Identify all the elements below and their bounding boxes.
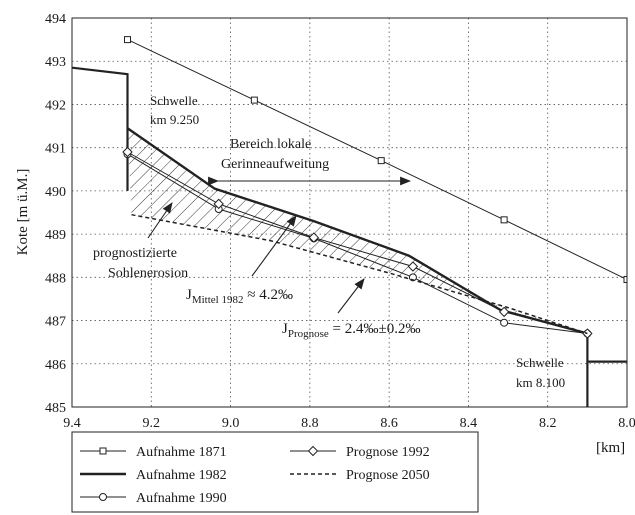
data-point-prognose-1992 [308, 232, 320, 243]
tick-labels: 485 486 487 488 489 490 491 492 493 494 9.4 9.2 9.0 8… [45, 12, 635, 431]
series-prognose-2050 [131, 213, 588, 335]
legend-label: Aufnahme 1871 [136, 445, 227, 460]
bereich-line2: Gerinneaufweitung [221, 157, 329, 172]
legend-box [71, 431, 479, 513]
y-axis-label: Kote [m ü.M.] [15, 169, 31, 256]
plot-frame [71, 17, 628, 408]
j-prognose-rest: = 2.4‰±0.2‰ [329, 321, 421, 337]
x-tick-label: 8.0 [618, 416, 635, 431]
y-tick-label: 492 [45, 98, 66, 113]
x-tick-label: 9.2 [143, 416, 161, 431]
data-point-aufnahme-1871 [377, 157, 385, 165]
legend-item: Aufnahme 1982 [80, 468, 227, 483]
annotation-arrows [147, 176, 412, 314]
j-prognose-main: J [282, 321, 288, 337]
series-line-prognose-1992 [127, 151, 588, 334]
j-prognose-label: JPrognose = 2.4‰±0.2‰ [282, 321, 421, 340]
x-tick-label: 8.6 [380, 416, 398, 431]
data-point-prognose-1992 [407, 261, 419, 272]
data-point-prognose-1992 [213, 198, 224, 210]
series-prognose-1992 [122, 146, 593, 339]
data-point-aufnahme-1871 [124, 36, 131, 44]
legend: Aufnahme 1871 Prognose 1992 Aufnahme 1982 P… [71, 431, 479, 513]
data-point-prognose-1992 [122, 146, 133, 158]
legend-label: Prognose 1992 [346, 445, 430, 460]
x-tick-label: 8.2 [539, 416, 557, 431]
schwelle-upper-line2: km 9.250 [150, 112, 199, 127]
y-tick-label: 485 [45, 401, 66, 416]
schwelle-lower-line1: Schwelle [516, 355, 564, 370]
j-prognose-sub: Prognose [288, 328, 329, 340]
legend-swatch-marker [99, 493, 107, 501]
x-tick-label: 8.4 [460, 416, 478, 431]
legend-item: Aufnahme 1990 [80, 491, 227, 506]
legend-item: Aufnahme 1871 [80, 445, 227, 460]
erosion-hatch-polygon [127, 128, 588, 334]
erosion-line1: prognostizierte [93, 246, 177, 261]
y-tick-label: 486 [45, 358, 66, 373]
legend-swatch-marker [307, 445, 319, 457]
y-tick-label: 487 [45, 315, 66, 330]
x-tick-label: 8.8 [301, 416, 319, 431]
j-mittel-main: J [186, 287, 192, 303]
data-point-aufnahme-1871 [250, 96, 258, 104]
j-mittel-label: JMittel 1982 ≈ 4.2‰ [186, 287, 293, 306]
schwelle-upper-line1: Schwelle [150, 93, 198, 108]
legend-label: Aufnahme 1982 [136, 468, 227, 483]
j-prognose-arrow [337, 278, 365, 314]
legend-item: Prognose 2050 [290, 468, 430, 483]
legend-label: Aufnahme 1990 [136, 491, 227, 506]
data-point-prognose-1992 [498, 306, 510, 318]
erosion-arrow [147, 202, 173, 239]
erosion-hatch-area [127, 128, 588, 334]
y-tick-label: 494 [45, 12, 66, 27]
legend-label: Prognose 2050 [346, 468, 430, 483]
legend-swatch-marker [99, 447, 107, 455]
upstream-bed-line [72, 66, 129, 191]
series-aufnahme-1982 [126, 127, 588, 335]
bereich-line1: Bereich lokale [230, 137, 311, 152]
series-line-aufnahme-1990 [127, 153, 588, 334]
x-tick-label: 9.4 [63, 416, 81, 431]
j-mittel-sub: Mittel 1982 [192, 294, 244, 306]
x-axis-label: [km] [596, 440, 625, 456]
j-mittel-rest: ≈ 4.2‰ [243, 287, 292, 303]
y-tick-label: 489 [45, 228, 66, 243]
y-tick-label: 490 [45, 185, 66, 200]
erosion-line2: Sohlenerosion [108, 266, 188, 281]
data-point-aufnahme-1871 [623, 275, 627, 283]
series-aufnahme-1871 [124, 36, 627, 283]
data-point-aufnahme-1990 [500, 318, 509, 327]
series-layer [122, 36, 627, 339]
series-line-prognose-2050 [131, 213, 588, 335]
j-mittel-arrow [251, 215, 297, 277]
x-tick-label: 9.0 [222, 416, 240, 431]
y-tick-label: 488 [45, 271, 66, 286]
schwelle-lower-line2: km 8.100 [516, 375, 565, 390]
y-tick-label: 493 [45, 55, 66, 70]
data-point-aufnahme-1871 [500, 216, 508, 224]
series-line-aufnahme-1982 [126, 127, 588, 335]
y-tick-label: 491 [45, 142, 66, 157]
legend-item: Prognose 1992 [290, 445, 430, 460]
